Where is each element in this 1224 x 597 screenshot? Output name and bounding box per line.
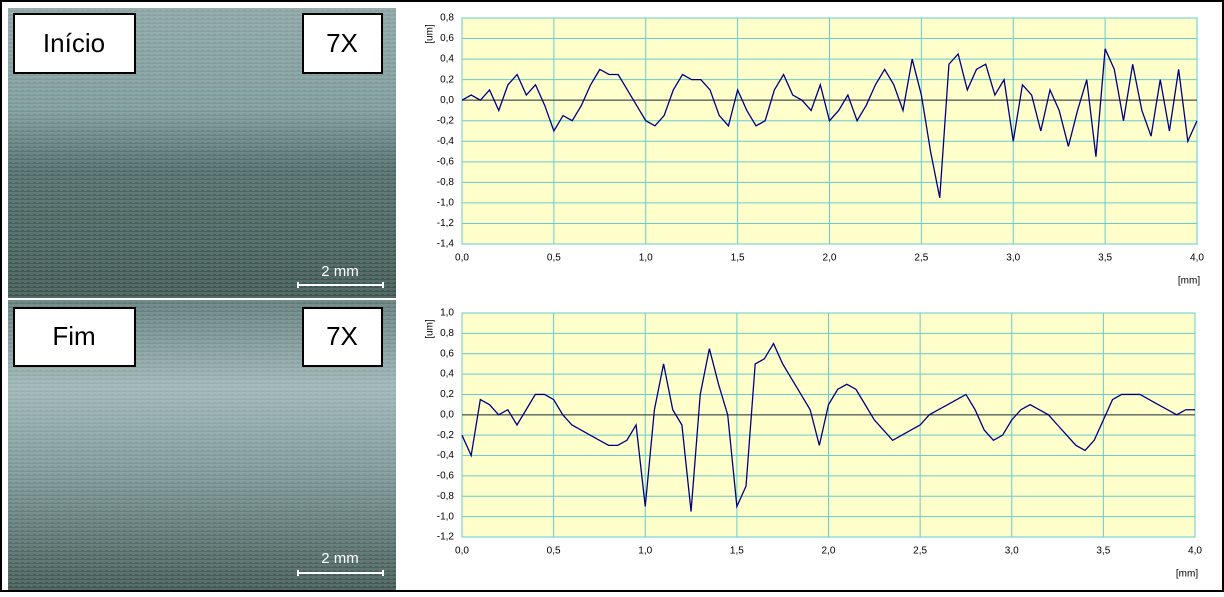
y-tick-label: -0,8 [437,177,455,188]
x-tick-label: 3,0 [1005,546,1019,557]
scale-label: 2 mm [321,263,359,280]
y-tick-label: 0,2 [440,389,454,400]
image-label: Início [43,28,105,58]
x-tick-label: 3,5 [1096,546,1110,557]
y-tick-label: -0,6 [437,156,455,167]
image-top: Início 7X 2 mm [8,8,396,298]
y-tick-label: -1,0 [437,198,455,209]
x-tick-label: 1,5 [730,546,744,557]
label-box [302,307,383,367]
y-tick-label: 0,0 [440,95,454,106]
x-tick-label: 4,0 [1190,253,1204,264]
x-tick-label: 0,0 [455,253,469,264]
image-label: Fim [52,321,95,351]
y-tick-label: 1,0 [440,308,454,319]
x-tick-label: 1,0 [639,253,653,264]
y-tick-label: 0,0 [440,409,454,420]
y-tick-label: -1,2 [437,532,455,543]
y-tick-label: -1,2 [437,218,455,229]
y-tick-label: -0,6 [437,471,455,482]
y-tick-label: 0,6 [440,33,454,44]
x-tick-label: 4,0 [1188,546,1202,557]
profile-line [461,342,1195,512]
label-box [13,13,136,74]
label-box [13,307,136,367]
y-tick-label: 0,6 [440,348,454,359]
y-tick-label: -0,8 [437,491,455,502]
magnification: 7X [326,321,358,351]
x-tick-label: 3,5 [1098,253,1112,264]
magnification: 7X [326,28,358,58]
y-tick-label: 0,4 [440,369,454,380]
x-tick-label: 2,0 [822,546,836,557]
y-tick-label: 0,8 [440,13,454,24]
y-tick-label: -0,4 [437,450,455,461]
scale-label: 2 mm [321,550,359,567]
label-box [302,13,383,74]
x-tick-label: 2,5 [914,253,928,264]
x-axis-label: [mm] [1176,569,1198,580]
x-tick-label: 0,0 [455,546,469,557]
y-axis-label: [um] [425,319,436,339]
y-tick-label: 0,8 [440,328,454,339]
profile-line [461,48,1198,198]
scale-bar [297,282,384,288]
x-tick-label: 2,5 [913,546,927,557]
y-tick-label: -1,4 [437,239,455,250]
x-tick-label: 2,0 [823,253,837,264]
image-bottom: Fim 7X 2 mm [8,300,396,590]
y-tick-label: -1,0 [437,511,455,522]
x-tick-label: 0,5 [547,546,561,557]
y-tick-label: 0,4 [440,54,454,65]
scale-bar [297,570,384,576]
y-tick-label: 0,2 [440,74,454,85]
y-tick-label: -0,4 [437,136,455,147]
x-tick-label: 1,5 [731,253,745,264]
x-tick-label: 1,0 [638,546,652,557]
y-axis-label: [um] [425,24,436,44]
x-axis-label: [mm] [1178,276,1200,287]
y-tick-label: -0,2 [437,430,455,441]
y-tick-label: -0,2 [437,115,455,126]
x-tick-label: 0,5 [547,253,561,264]
x-tick-label: 3,0 [1006,253,1020,264]
